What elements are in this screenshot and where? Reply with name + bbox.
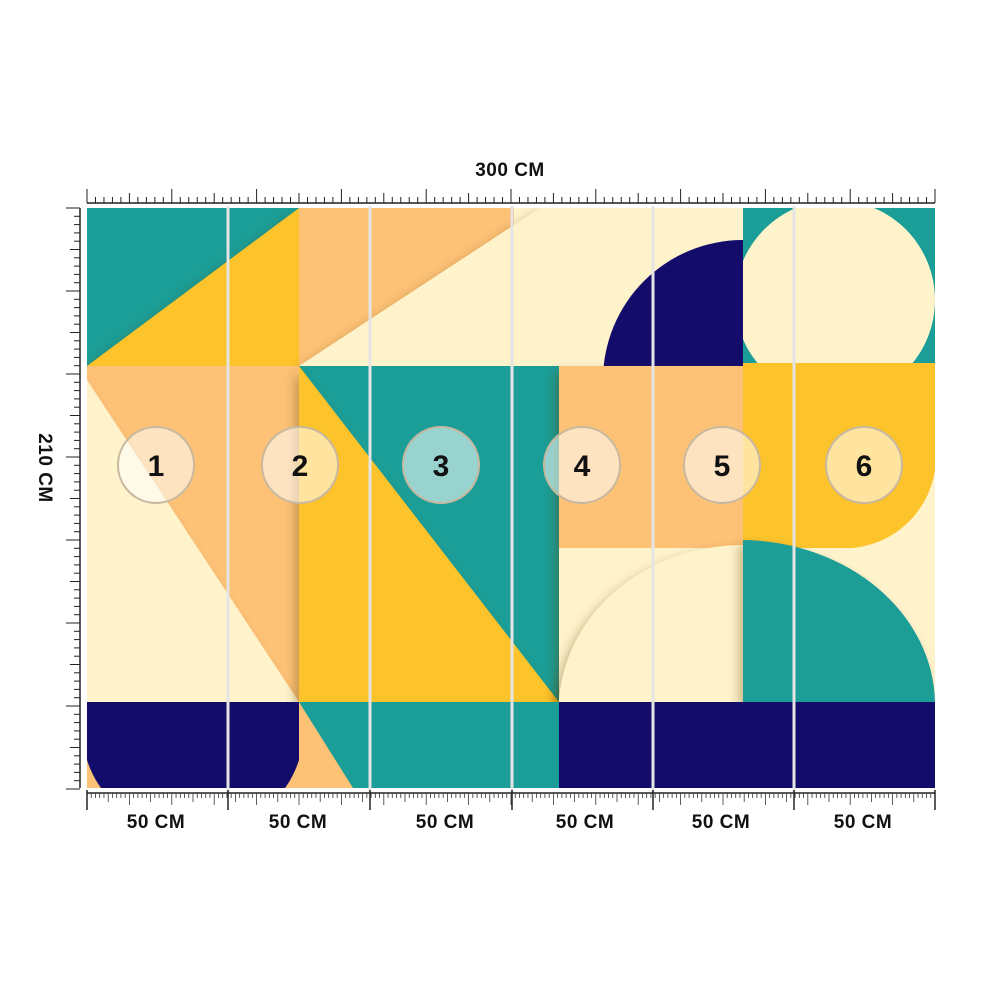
panel-badge-6: 6 [825,426,903,504]
top-ruler [86,189,936,204]
cream-corner-right [835,470,935,549]
panel-6-width-label: 50 CM [833,812,893,833]
badge-circle [402,426,480,504]
bottom-ruler [86,790,936,810]
navy-bottom-right [559,702,935,788]
panel-4-width-label: 50 CM [555,812,615,833]
yellow-triangle-top-left [87,208,299,366]
cream-half-circle [559,545,743,702]
badge-circle [825,426,903,504]
yellow-triangle-mid [299,366,559,702]
panel-badge-4: 4 [543,426,621,504]
panel-number-1: 1 [148,450,165,483]
left-ruler [66,207,81,790]
panel-badge-5: 5 [683,426,761,504]
navy-bottom-left-arc [87,702,304,788]
panel-badge-3: 3 [402,426,480,504]
panel-3-width-label: 50 CM [415,812,475,833]
panel-number-4: 4 [574,450,591,483]
panel-badge-1: 1 [117,426,195,504]
badge-circle [683,426,761,504]
badge-circle [261,426,339,504]
teal-quarter-circle [743,540,935,702]
panel-5-width-label: 50 CM [691,812,751,833]
panel-number-6: 6 [856,450,873,483]
badge-circle [543,426,621,504]
panel-number-2: 2 [292,450,309,483]
panel-number-5: 5 [714,450,731,483]
total-width-label: 300 CM [475,160,545,181]
panel-2-width-label: 50 CM [268,812,328,833]
badge-circle [117,426,195,504]
peach-bottom-wedge [299,702,353,788]
panel-number-badges: 1 2 3 4 5 6 [117,426,903,504]
cream-circle-top-right [735,208,935,400]
panel-number-3: 3 [433,450,450,483]
panel-badge-2: 2 [261,426,339,504]
panel-seams [226,206,796,792]
panel-1-width-label: 50 CM [126,812,186,833]
